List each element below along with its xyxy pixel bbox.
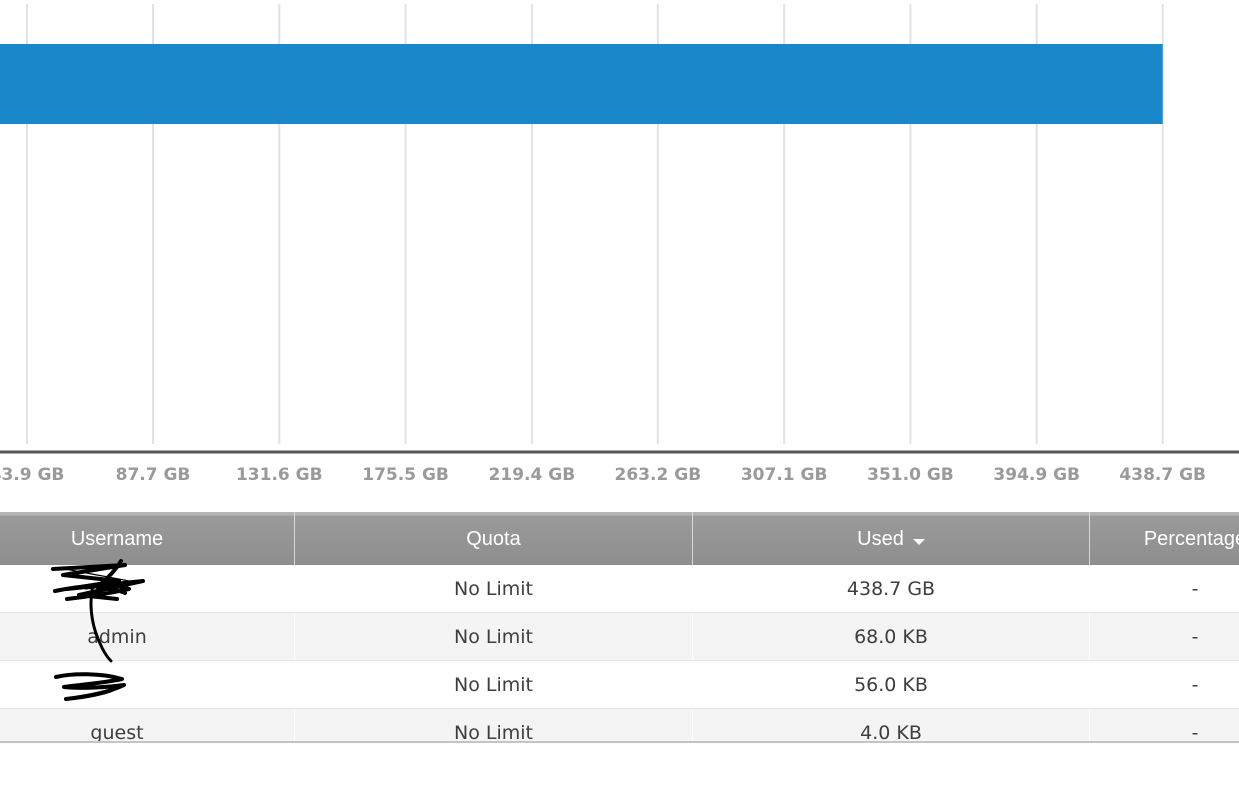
x-tick-label: 87.7 GB [116,465,191,485]
x-tick-label: 175.5 GB [362,465,449,485]
x-tick-label: 219.4 GB [489,465,576,485]
x-axis-ticks: 43.9 GB 87.7 GB 131.6 GB 175.5 GB 219.4 GB 26… [0,465,1206,485]
column-header-quota[interactable]: Quota [295,512,693,565]
cell-quota: No Limit [295,565,693,612]
column-header-username[interactable]: Username [0,512,295,565]
username-text: guest [90,721,144,743]
table-row[interactable]: guest No Limit 4.0 KB - [0,709,1239,743]
table-header: Username Quota Used Percentage [0,512,1239,565]
x-tick-label: 131.6 GB [236,465,323,485]
cell-used: 68.0 KB [693,613,1090,660]
cell-used: 438.7 GB [693,565,1090,612]
redaction-scribble [54,672,126,701]
cell-quota: No Limit [295,661,693,708]
cell-username: admin [0,583,295,663]
cell-username [0,559,295,612]
quota-table: Username Quota Used Percentage No Limi [0,512,1239,743]
x-tick-label: 307.1 GB [741,465,828,485]
bar[interactable] [0,44,1163,124]
column-header-percentage-label: Percentage [1143,528,1239,550]
table-row[interactable]: admin No Limit 68.0 KB - [0,583,1239,663]
table-row[interactable]: No Limit 438.7 GB - [0,559,1239,613]
cell-used: 56.0 KB [693,661,1090,708]
x-tick-label: 351.0 GB [867,465,954,485]
cell-quota: No Limit [295,613,693,660]
column-header-percentage[interactable]: Percentage [1090,512,1239,565]
cell-quota: No Limit [295,709,693,741]
cell-username [0,661,295,708]
x-tick-label: 43.9 GB [0,465,64,485]
cell-percentage: - [1191,721,1199,743]
column-header-used[interactable]: Used [693,512,1090,565]
chart-bars [0,44,1163,124]
cell-percentage: - [1191,625,1199,648]
cell-used: 4.0 KB [693,709,1090,741]
column-header-quota-label: Quota [466,528,521,550]
redaction-scribble [51,559,145,601]
cell-percentage: - [1191,577,1199,600]
table-row[interactable]: No Limit 56.0 KB - [0,661,1239,709]
cell-username: guest [0,709,295,743]
x-tick-label: 438.7 GB [1119,465,1206,485]
x-tick-label: 263.2 GB [615,465,702,485]
column-header-used-label: Used [857,528,904,550]
username-text: admin [87,625,147,648]
usage-bar-chart: 43.9 GB 87.7 GB 131.6 GB 175.5 GB 219.4 GB 26… [0,4,1239,485]
cell-percentage: - [1191,673,1199,696]
x-tick-label: 394.9 GB [993,465,1080,485]
column-header-username-label: Username [70,528,164,550]
sort-descending-icon [912,538,925,545]
